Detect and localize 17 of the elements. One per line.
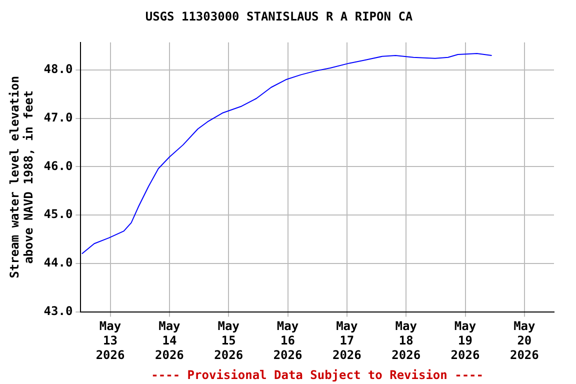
y-tick-label: 45.0 xyxy=(44,207,73,222)
y-tick-label: 44.0 xyxy=(44,256,73,270)
x-tick-label: May 17 2026 xyxy=(332,319,362,362)
x-tick-label: May 19 2026 xyxy=(450,319,480,362)
y-tick-label: 43.0 xyxy=(44,304,73,318)
x-tick-label: May 13 2026 xyxy=(96,319,125,362)
y-tick-label: 46.0 xyxy=(44,158,73,173)
chart-title: USGS 11303000 STANISLAUS R A RIPON CA xyxy=(145,9,414,24)
x-tick-label: May 14 2026 xyxy=(154,319,184,362)
x-tick-label: May 16 2026 xyxy=(273,319,302,362)
x-tick-label: May 18 2026 xyxy=(392,319,421,362)
text: ---- Provisional Data Subject to Revision ---- xyxy=(151,368,484,382)
x-tick-label: May 15 2026 xyxy=(214,319,244,362)
y-tick-label: 48.0 xyxy=(44,62,73,76)
x-tick-label: May 20 2026 xyxy=(510,319,539,362)
y-axis-title: Stream water level elevation above NAVD 1988, in feet xyxy=(7,76,36,278)
y-tick-label: 47.0 xyxy=(44,110,73,124)
